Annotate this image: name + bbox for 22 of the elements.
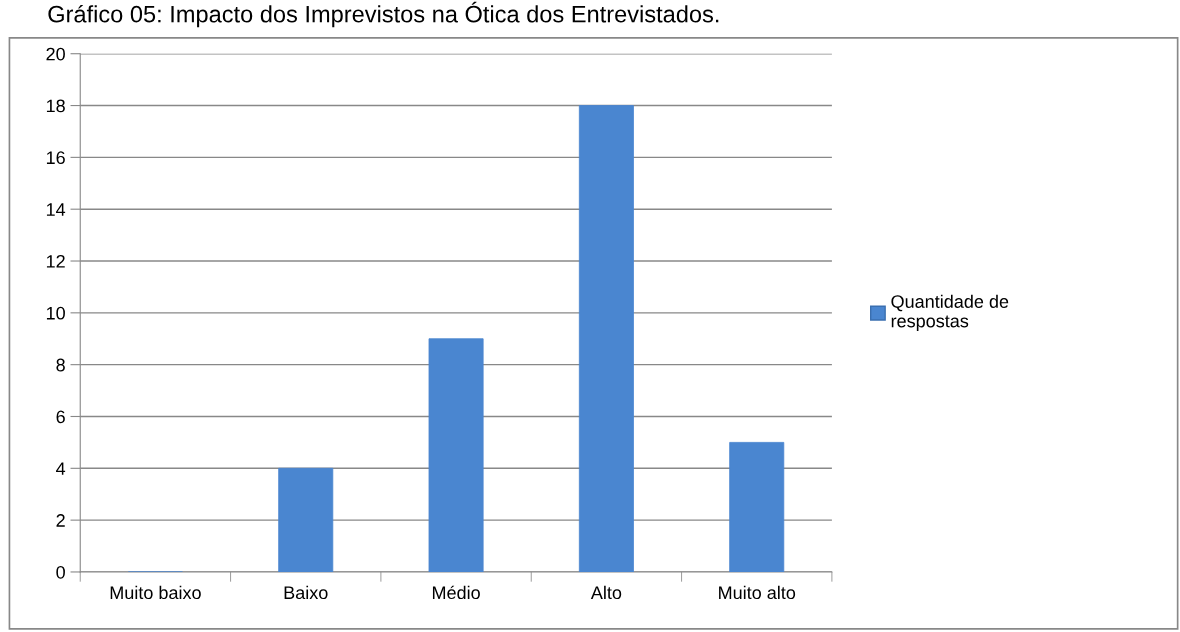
x-tick-label: Alto — [590, 585, 622, 600]
y-tick-label: 8 — [56, 358, 65, 372]
y-tick-label: 0 — [56, 565, 65, 579]
y-tick-label: 12 — [46, 254, 65, 268]
y-tick-label: 14 — [46, 203, 66, 216]
y-tick-label: 10 — [46, 306, 65, 320]
y-tick-label: 6 — [56, 410, 65, 424]
x-tick-label: Médio — [432, 585, 480, 600]
x-tick-label: Muito alto — [719, 585, 796, 600]
legend-label: Quantidade de respostas — [891, 294, 1009, 331]
bar — [729, 441, 785, 572]
y-tick-label: 16 — [46, 151, 65, 165]
y-tick-label: 18 — [46, 99, 65, 113]
x-tick-label: Baixo — [284, 585, 328, 600]
y-tick-label: 20 — [46, 47, 65, 61]
x-tick-label: Muito baixo — [110, 585, 201, 600]
chart-title: Gráfico 05: Impacto dos Imprevistos na Ótica dos Entrevistados. — [48, 1, 719, 28]
bar — [278, 467, 334, 572]
bar — [578, 105, 634, 572]
y-tick-label: 4 — [56, 462, 66, 475]
bar — [428, 338, 484, 572]
y-tick-label: 2 — [56, 514, 65, 527]
